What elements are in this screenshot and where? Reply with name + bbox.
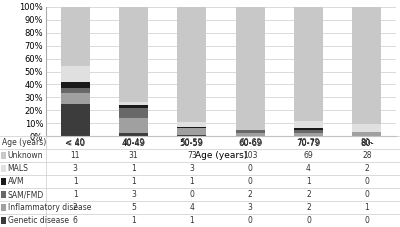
Text: 0: 0 [364, 177, 369, 186]
Text: 1: 1 [131, 177, 136, 186]
Text: SAM/FMD: SAM/FMD [8, 190, 44, 199]
Text: 1: 1 [73, 177, 78, 186]
Text: 50-59: 50-59 [181, 138, 203, 147]
Text: 1: 1 [364, 203, 369, 212]
Text: 31: 31 [129, 151, 138, 160]
Bar [177, 122, 206, 127]
Text: 0: 0 [364, 216, 369, 225]
Text: < 40: < 40 [66, 138, 84, 147]
Bar [1, 178, 6, 185]
Text: 0: 0 [364, 190, 369, 199]
Bar [60, 66, 90, 82]
Bar [1, 204, 6, 211]
Text: 1: 1 [190, 177, 194, 186]
Text: Age (years): Age (years) [2, 138, 46, 147]
Bar [236, 133, 265, 136]
Bar [60, 7, 90, 66]
Bar [177, 128, 206, 135]
Text: 5: 5 [131, 203, 136, 212]
Text: 103: 103 [243, 151, 258, 160]
Text: 70-79: 70-79 [297, 138, 320, 147]
Text: MALS: MALS [8, 164, 28, 173]
Text: 60-69: 60-69 [239, 138, 261, 147]
Text: 28: 28 [362, 151, 372, 160]
Bar [352, 132, 382, 136]
Text: 2: 2 [73, 203, 78, 212]
Text: 2: 2 [364, 164, 369, 173]
Bar [294, 7, 323, 121]
Bar [177, 135, 206, 136]
Bar [60, 93, 90, 104]
Text: 2: 2 [306, 203, 311, 212]
Text: 0: 0 [248, 216, 253, 225]
Text: 0: 0 [189, 190, 194, 199]
Text: 0: 0 [248, 164, 253, 173]
Text: 69: 69 [304, 151, 313, 160]
Text: 2: 2 [248, 190, 252, 199]
Text: 4: 4 [306, 164, 311, 173]
Bar [236, 130, 265, 133]
Text: Genetic disease: Genetic disease [8, 216, 69, 225]
Bar [294, 130, 323, 133]
Text: 3: 3 [73, 164, 78, 173]
Text: 3: 3 [248, 203, 253, 212]
Bar [1, 191, 6, 198]
Bar [60, 82, 90, 88]
Text: 1: 1 [131, 216, 136, 225]
Bar [119, 105, 148, 109]
Text: 0: 0 [306, 216, 311, 225]
Text: 3: 3 [131, 190, 136, 199]
Bar [119, 109, 148, 118]
Text: AVM: AVM [8, 177, 24, 186]
Bar [60, 88, 90, 93]
Bar [236, 7, 265, 130]
Text: 2: 2 [306, 190, 311, 199]
Text: Unknown: Unknown [8, 151, 43, 160]
Bar [1, 152, 6, 159]
Text: 1: 1 [131, 164, 136, 173]
Text: Inflammatory disease: Inflammatory disease [8, 203, 91, 212]
Text: 1: 1 [73, 190, 78, 199]
Text: 3: 3 [189, 164, 194, 173]
Bar [1, 165, 6, 172]
Text: 73: 73 [187, 151, 197, 160]
Bar [352, 124, 382, 132]
Bar [177, 7, 206, 122]
Bar [177, 127, 206, 128]
Bar [294, 133, 323, 136]
Bar [119, 118, 148, 133]
Bar [119, 133, 148, 136]
Bar [119, 102, 148, 105]
Text: 4: 4 [189, 203, 194, 212]
Bar [294, 128, 323, 130]
Text: 1: 1 [190, 216, 194, 225]
X-axis label: Age (years): Age (years) [195, 151, 247, 160]
Text: 6: 6 [73, 216, 78, 225]
Bar [294, 121, 323, 128]
Bar [60, 104, 90, 136]
Bar [352, 7, 382, 124]
Bar [1, 217, 6, 224]
Text: 40-49: 40-49 [122, 138, 145, 147]
Text: 80-: 80- [361, 138, 373, 147]
Bar [119, 7, 148, 102]
Text: 1: 1 [306, 177, 311, 186]
Text: 0: 0 [248, 177, 253, 186]
Text: 11: 11 [70, 151, 80, 160]
